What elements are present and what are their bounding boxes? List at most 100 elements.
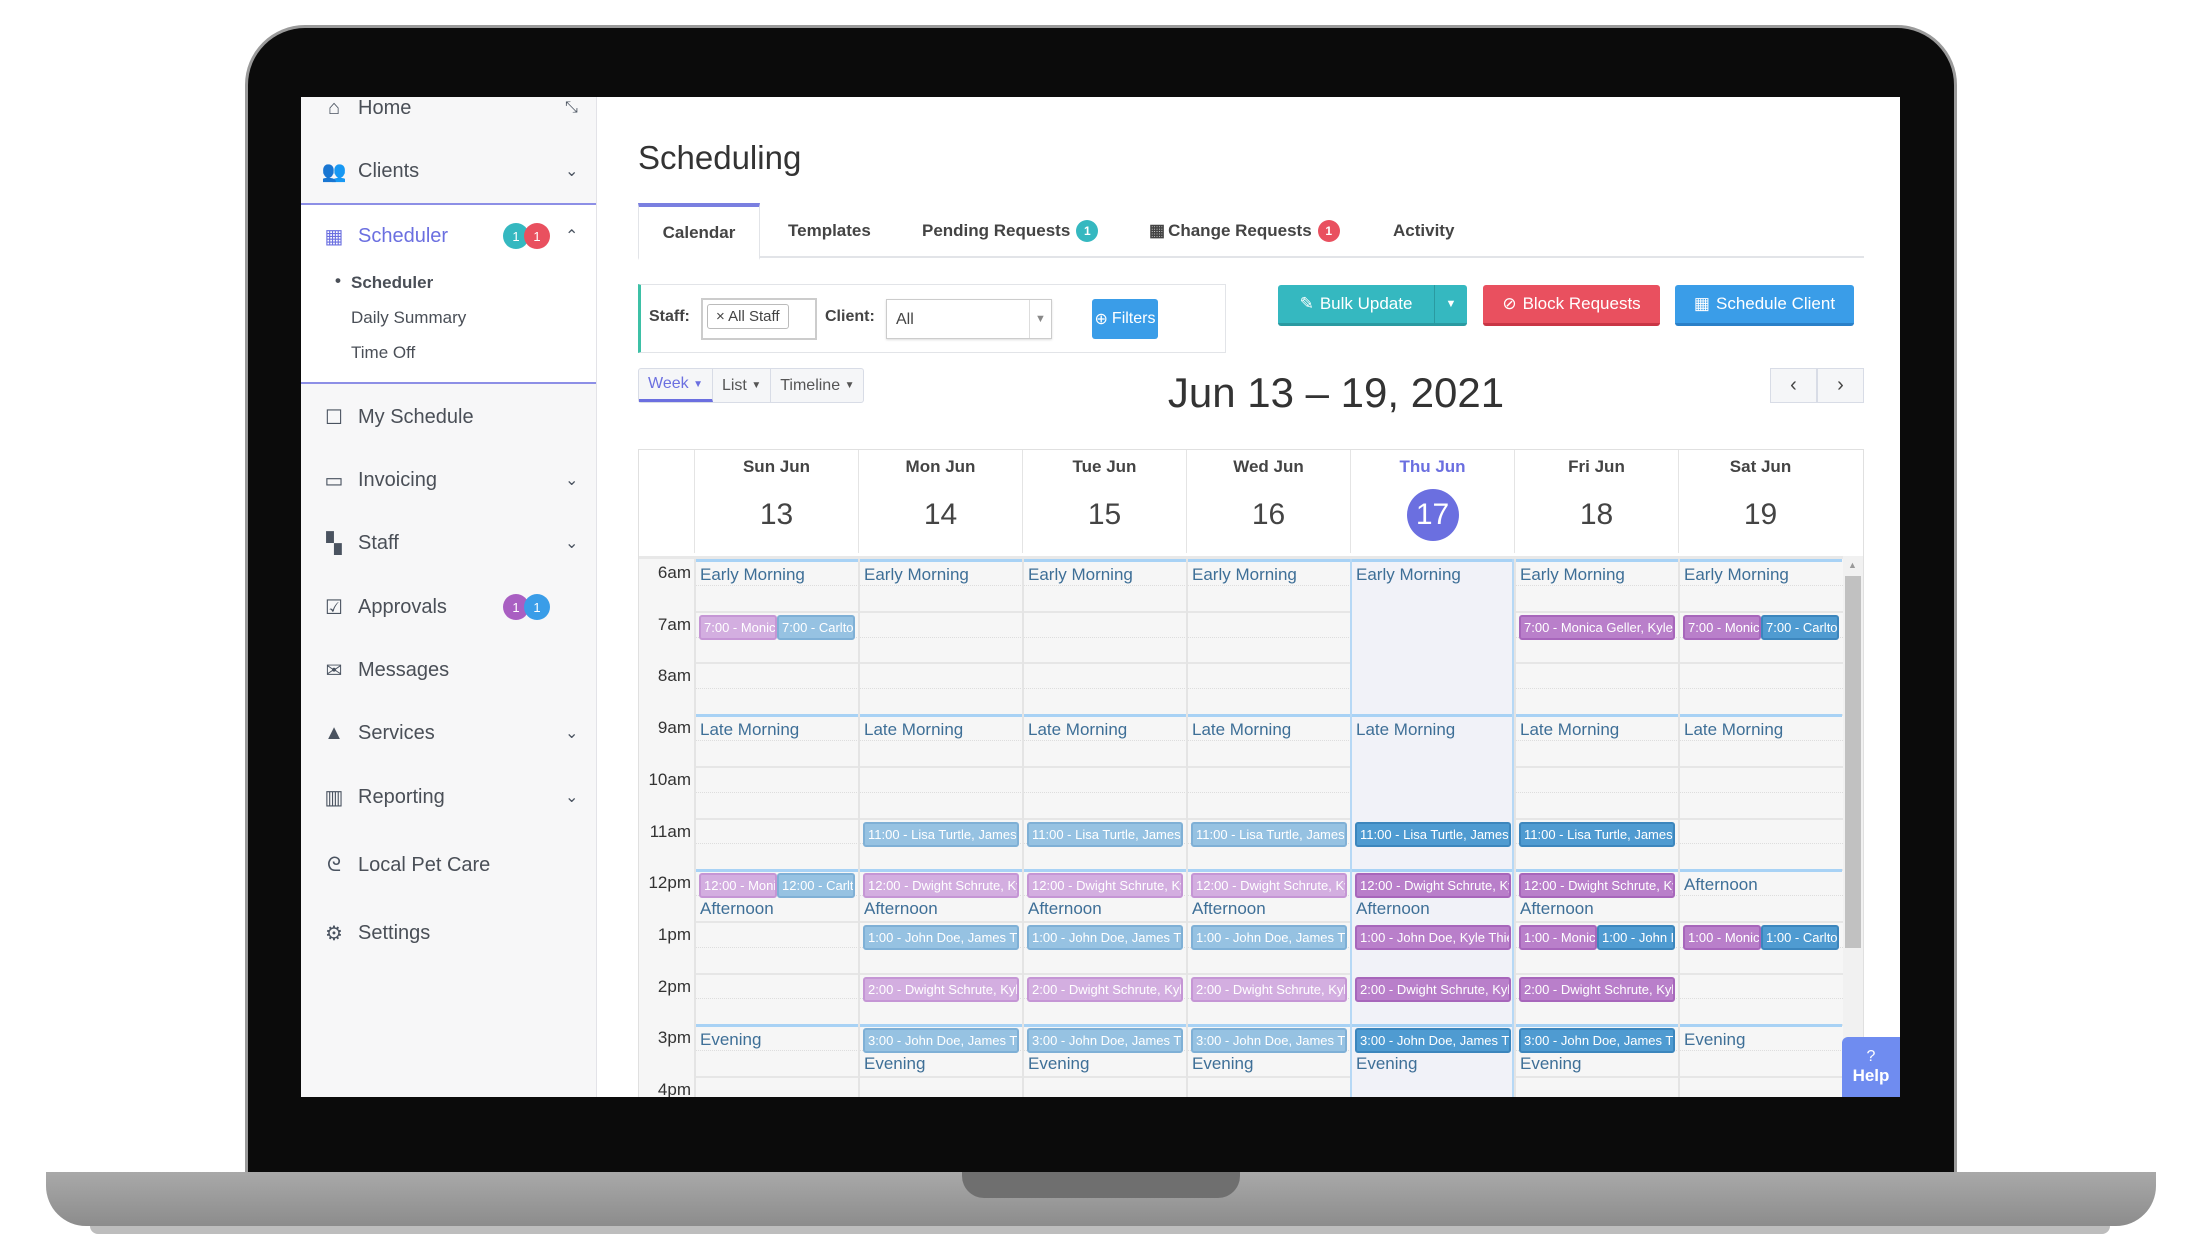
calendar-event[interactable]: 12:00 - Dwight Schrute, Kyle xyxy=(863,873,1019,899)
chevron-down-icon: ⌄ xyxy=(565,535,579,552)
sidebar-item-settings[interactable]: ⚙ Settings xyxy=(301,913,596,953)
calendar-event[interactable]: 12:00 - Dwight Schrute, Kyle xyxy=(1519,873,1675,899)
calendar-event[interactable]: 11:00 - Lisa Turtle, James T xyxy=(1027,821,1183,847)
calendar-event[interactable]: 3:00 - John Doe, James Tu xyxy=(1027,1028,1183,1054)
tab-pending-requests[interactable]: Pending Requests 1 xyxy=(922,203,1099,258)
day-header[interactable]: Sat Jun 19 xyxy=(1678,450,1842,553)
day-number: 18 xyxy=(1579,498,1614,531)
calendar-event[interactable]: 12:00 - Dwight Schrute, Kyle xyxy=(1191,873,1347,899)
time-block-label: Afternoon xyxy=(864,899,938,919)
laptop-shadow xyxy=(90,1226,2110,1234)
calendar-event[interactable]: 1:00 - Monica xyxy=(1519,924,1597,950)
block-requests-button[interactable]: ⊘ Block Requests xyxy=(1483,285,1660,326)
help-tab[interactable]: ? Help xyxy=(1842,1037,1900,1097)
staff-chip[interactable]: × All Staff xyxy=(707,304,789,329)
calendar-event[interactable]: 1:00 - Carlton xyxy=(1761,924,1839,950)
calendar-event[interactable]: 7:00 - Monica xyxy=(1683,614,1761,640)
calendar-event[interactable]: 7:00 - Monica Geller, Kyle T xyxy=(1519,614,1675,640)
sidebar-item-invoicing[interactable]: ▭ Invoicing ⌄ xyxy=(301,460,596,500)
day-column[interactable]: Early Morning Late Morning Afternoon Evenin… xyxy=(1350,559,1514,1097)
day-header[interactable]: Mon Jun 14 xyxy=(858,450,1022,553)
bulk-update-dropdown[interactable]: ▼ xyxy=(1434,285,1467,326)
calendar-event[interactable]: 3:00 - John Doe, James Tu xyxy=(1355,1028,1511,1054)
sidebar-item-home[interactable]: ⌂ Home ⤡ xyxy=(301,97,596,128)
calendar-event[interactable]: 1:00 - John Doe, James Tu xyxy=(1191,924,1347,950)
calendar-event[interactable]: 7:00 - Carlton xyxy=(1761,614,1839,640)
calendar-event[interactable]: 2:00 - Dwight Schrute, Kyle xyxy=(863,976,1019,1002)
tab-templates[interactable]: Templates xyxy=(788,220,871,240)
calendar-event[interactable]: 3:00 - John Doe, James Tu xyxy=(863,1028,1019,1054)
day-header[interactable]: Sun Jun 13 xyxy=(694,450,858,553)
calendar-event[interactable]: 1:00 - Monica xyxy=(1683,924,1761,950)
calendar-event[interactable]: 11:00 - Lisa Turtle, James T xyxy=(1355,821,1511,847)
calendar-event[interactable]: 11:00 - Lisa Turtle, James T xyxy=(1519,821,1675,847)
view-list-button[interactable]: List ▼ xyxy=(713,369,772,402)
filters-button[interactable]: ⊕ Filters xyxy=(1092,299,1158,339)
tab-activity[interactable]: Activity xyxy=(1393,220,1455,240)
day-header[interactable]: Fri Jun 18 xyxy=(1514,450,1678,553)
calendar-event[interactable]: 12:00 - Dwight Schrute, Kyle xyxy=(1027,873,1183,899)
staff-select[interactable]: × All Staff xyxy=(701,298,817,340)
time-block-divider xyxy=(1352,714,1512,718)
calendar-event[interactable]: 1:00 - John Doe, Kyle Thiel xyxy=(1355,924,1511,950)
calendar-event[interactable]: 12:00 - Carlton xyxy=(777,873,855,899)
scroll-up-icon[interactable]: ▲ xyxy=(1848,560,1857,570)
calendar-scrollbar[interactable]: ▲ xyxy=(1843,556,1863,1097)
collapse-icon[interactable]: ⤡ xyxy=(565,99,578,116)
sidebar-item-local-pet-care[interactable]: ᘓ Local Pet Care xyxy=(301,845,596,885)
day-header[interactable]: Thu Jun 17 xyxy=(1350,450,1514,553)
calendar-event[interactable]: 2:00 - Dwight Schrute, Kyle xyxy=(1191,976,1347,1002)
prev-week-button[interactable]: ‹ xyxy=(1770,368,1817,403)
schedule-client-button[interactable]: ▦ Schedule Client xyxy=(1675,285,1854,326)
tab-change-requests[interactable]: ▦ Change Requests 1 xyxy=(1149,203,1340,258)
sidebar-item-messages[interactable]: ✉ Messages xyxy=(301,650,596,690)
day-column[interactable]: Early Morning Late Morning Afternoon Evenin… xyxy=(1022,559,1186,1097)
half-hour-line xyxy=(694,739,1843,741)
sidebar-item-staff[interactable]: ▚ Staff ⌄ xyxy=(301,523,596,563)
day-header[interactable]: Wed Jun 16 xyxy=(1186,450,1350,553)
day-column[interactable]: Early Morning Late Morning Afternoon Evenin… xyxy=(694,559,858,1097)
calendar-event[interactable]: 1:00 - John Doe, James Tu xyxy=(1027,924,1183,950)
scrollbar-thumb[interactable] xyxy=(1845,576,1861,948)
calendar-event[interactable]: 1:00 - John Doe, James Tu xyxy=(863,924,1019,950)
day-column[interactable]: Early Morning Late Morning Afternoon Evenin… xyxy=(1186,559,1350,1097)
calendar-event[interactable]: 3:00 - John Doe, James Tu xyxy=(1191,1028,1347,1054)
calendar-event[interactable]: 2:00 - Dwight Schrute, Kyle xyxy=(1355,976,1511,1002)
time-block-divider xyxy=(860,1024,1022,1028)
calendar-event[interactable]: 3:00 - John Doe, James Tu xyxy=(1519,1028,1675,1054)
sub-item-daily-summary[interactable]: Daily Summary xyxy=(351,308,467,327)
client-select[interactable]: All ▼ xyxy=(886,299,1052,339)
sidebar-item-reporting[interactable]: ▥ Reporting ⌄ xyxy=(301,777,596,817)
remove-icon[interactable]: × xyxy=(716,308,729,325)
calendar-event[interactable]: 11:00 - Lisa Turtle, James T xyxy=(863,821,1019,847)
view-timeline-button[interactable]: Timeline ▼ xyxy=(780,376,855,394)
day-column[interactable]: Early Morning Late Morning Afternoon Evenin… xyxy=(1514,559,1678,1097)
sidebar-item-my-schedule[interactable]: ☐ My Schedule xyxy=(301,397,596,437)
next-week-button[interactable]: › xyxy=(1817,368,1864,403)
calendar-event[interactable]: 7:00 - Carlton xyxy=(777,614,855,640)
day-column[interactable]: Early Morning Late Morning Afternoon Evenin… xyxy=(1678,559,1842,1097)
sub-item-time-off[interactable]: Time Off xyxy=(351,343,416,362)
day-header[interactable]: Tue Jun 15 xyxy=(1022,450,1186,553)
calendar-event[interactable]: 2:00 - Dwight Schrute, Kyle xyxy=(1027,976,1183,1002)
sidebar-item-services[interactable]: ▲ Services ⌄ xyxy=(301,713,596,753)
calendar-event[interactable]: 2:00 - Dwight Schrute, Kyle xyxy=(1519,976,1675,1002)
bulk-update-button[interactable]: ✎ Bulk Update xyxy=(1278,285,1434,326)
sidebar-item-clients[interactable]: 👥 Clients ⌄ xyxy=(321,159,579,183)
time-block-label: Afternoon xyxy=(1028,899,1102,919)
half-hour-line xyxy=(694,636,1843,638)
calendar-event[interactable]: 11:00 - Lisa Turtle, James T xyxy=(1191,821,1347,847)
calendar-event[interactable]: 7:00 - Monica xyxy=(699,614,777,640)
day-column[interactable]: Early Morning Late Morning Afternoon Evenin… xyxy=(858,559,1022,1097)
calendar-event[interactable]: 12:00 - Monica xyxy=(699,873,777,899)
view-week-button[interactable]: Week ▼ xyxy=(639,369,713,402)
tab-calendar[interactable]: Calendar xyxy=(638,203,760,260)
calendar-event[interactable]: 12:00 - Dwight Schrute, Kyle xyxy=(1355,873,1511,899)
time-block-label: Early Morning xyxy=(700,565,805,584)
time-block-label: Early Morning xyxy=(1520,565,1625,584)
sub-item-scheduler[interactable]: • Scheduler xyxy=(335,271,434,292)
day-name: Wed Jun xyxy=(1233,457,1304,476)
calendar-event[interactable]: 1:00 - John D xyxy=(1597,924,1675,950)
